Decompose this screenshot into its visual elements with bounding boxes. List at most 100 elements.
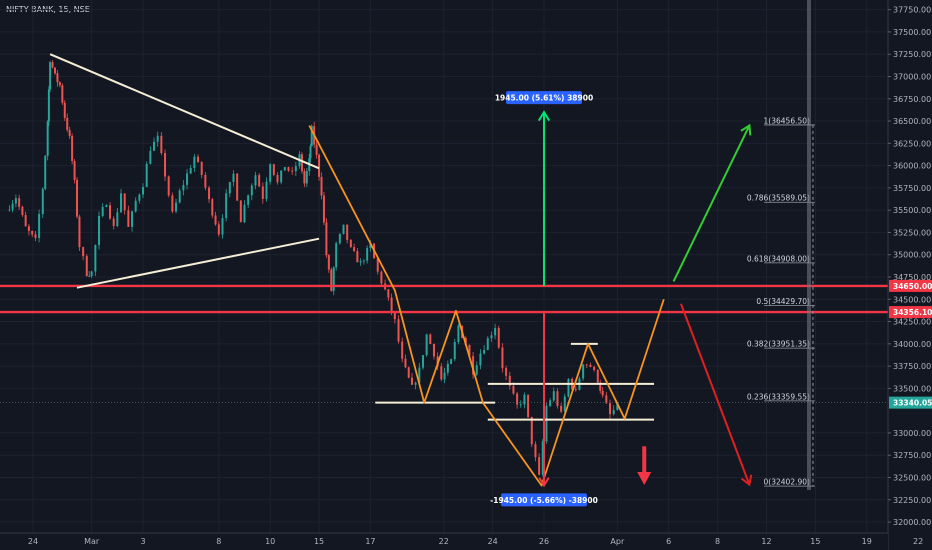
candle-body: [90, 271, 93, 276]
candle-body: [353, 247, 356, 252]
candle-body: [545, 405, 548, 442]
price-axis[interactable]: 37750.00 37500.00 37250.00 37000.00 36750.00…: [887, 0, 932, 550]
candle-body: [494, 328, 497, 336]
candle-body: [21, 206, 24, 216]
y-tick-label: 32500.00: [893, 473, 931, 482]
candle-body: [310, 126, 313, 147]
y-tick-label: 32000.00: [893, 518, 931, 527]
y-tick-label: 33000.00: [893, 429, 931, 438]
scroll-indicator[interactable]: [807, 0, 811, 490]
fib-level-label: 1(36456.50): [764, 116, 810, 125]
time-axis[interactable]: 24 Mar 3 8 10 15 17 22 24 26 Apr 6 8 12 15 19 22: [0, 532, 923, 550]
candle-body: [123, 193, 126, 211]
candle-body: [63, 102, 66, 118]
candle-body: [599, 382, 602, 391]
candle-body: [280, 170, 283, 183]
projection-arrow-bullish-target[interactable]: [672, 125, 751, 282]
candle-body: [305, 170, 308, 184]
candle-body: [38, 213, 41, 238]
y-tick-label: 34250.00: [893, 318, 931, 327]
candle-body: [320, 176, 323, 196]
candle-body: [346, 224, 349, 240]
candle-body: [214, 215, 217, 225]
candle-body: [414, 382, 417, 385]
candle-body: [425, 334, 428, 356]
candle-body: [322, 195, 325, 223]
candle-body: [457, 325, 460, 343]
measure-up-tag-box: [506, 91, 583, 105]
candle-body: [369, 243, 372, 249]
fib-level-label: 0.236(33359.55): [747, 392, 810, 401]
candle-body: [601, 390, 604, 396]
candle-body: [486, 338, 489, 350]
candle-body: [538, 457, 541, 475]
wave-path[interactable]: [308, 125, 665, 487]
candle-body: [335, 243, 338, 268]
candle-body: [450, 359, 453, 364]
candle-body: [204, 174, 207, 188]
candle-body: [138, 194, 141, 201]
measure-down-label: -1945.00 (-5.66%) -38900: [490, 496, 598, 505]
candle-body: [315, 144, 318, 155]
candle-body: [265, 181, 268, 199]
candle-body: [105, 205, 108, 207]
y-tick-label: 34500.00: [893, 295, 931, 304]
candle-body: [519, 404, 522, 406]
fib-level-label: 0.5(34429.70): [756, 297, 810, 306]
y-tick-label: 35500.00: [893, 206, 931, 215]
candle-body: [585, 364, 588, 366]
projection-arrow-head: [740, 474, 753, 487]
candle-body: [41, 188, 44, 214]
candle-body: [127, 210, 130, 227]
candle-body: [330, 269, 333, 291]
candle-body: [516, 393, 519, 405]
y-tick-label: 35000.00: [893, 251, 931, 260]
candle-body: [254, 175, 257, 186]
y-tick-label: 34750.00: [893, 273, 931, 282]
candle-body: [574, 389, 577, 391]
measure-down-arrow-head: [538, 477, 550, 488]
drawings[interactable]: 1945.00 (5.61%) 38900 -1945.00 (-5.66%) -…: [0, 0, 888, 507]
candle-body: [443, 372, 446, 380]
candle-body: [18, 198, 21, 207]
y-tick-label: 35250.00: [893, 228, 931, 237]
candle-body: [68, 129, 71, 136]
candle-body: [8, 209, 11, 211]
price-tag-label: 34356.10: [893, 308, 932, 317]
candle-body: [134, 200, 137, 212]
candle-body: [410, 377, 413, 385]
down-arrow-head: [637, 471, 652, 485]
candle-body: [508, 375, 511, 386]
candle-body: [178, 190, 181, 203]
candle-body: [318, 154, 321, 177]
candle-body: [582, 364, 585, 379]
candle-body: [401, 341, 404, 359]
y-tick-label: 33500.00: [893, 384, 931, 393]
candle-body: [589, 364, 592, 367]
x-tick-label: Apr: [610, 537, 625, 546]
y-tick-label: 32250.00: [893, 496, 931, 505]
candle-body: [71, 135, 74, 162]
candle-body: [109, 205, 112, 219]
y-tick-label: 37000.00: [893, 72, 931, 81]
candle-body: [472, 356, 475, 375]
candle-body: [512, 385, 515, 394]
y-tick-label: 37250.00: [893, 50, 931, 59]
candle-body: [556, 391, 559, 406]
projection-arrow-bearish-target[interactable]: [679, 303, 751, 485]
x-tick-label: 22: [439, 537, 449, 546]
y-tick-label: 37500.00: [893, 28, 931, 37]
last-price-tag-label: 33340.05: [893, 399, 932, 408]
candle-body: [82, 247, 85, 257]
trendline-triangle-lower[interactable]: [76, 237, 320, 289]
fib-level-label: 0.382(33951.35): [747, 340, 810, 349]
candle-body: [160, 135, 163, 154]
candle-body: [66, 117, 69, 130]
y-tick-label: 36250.00: [893, 139, 931, 148]
fib-level-label: 0.786(35589.05): [747, 194, 810, 203]
candle-body: [239, 200, 242, 223]
measure-up-arrow-head: [537, 110, 551, 122]
trendline-triangle-upper[interactable]: [49, 53, 320, 170]
candle-body: [58, 82, 61, 86]
